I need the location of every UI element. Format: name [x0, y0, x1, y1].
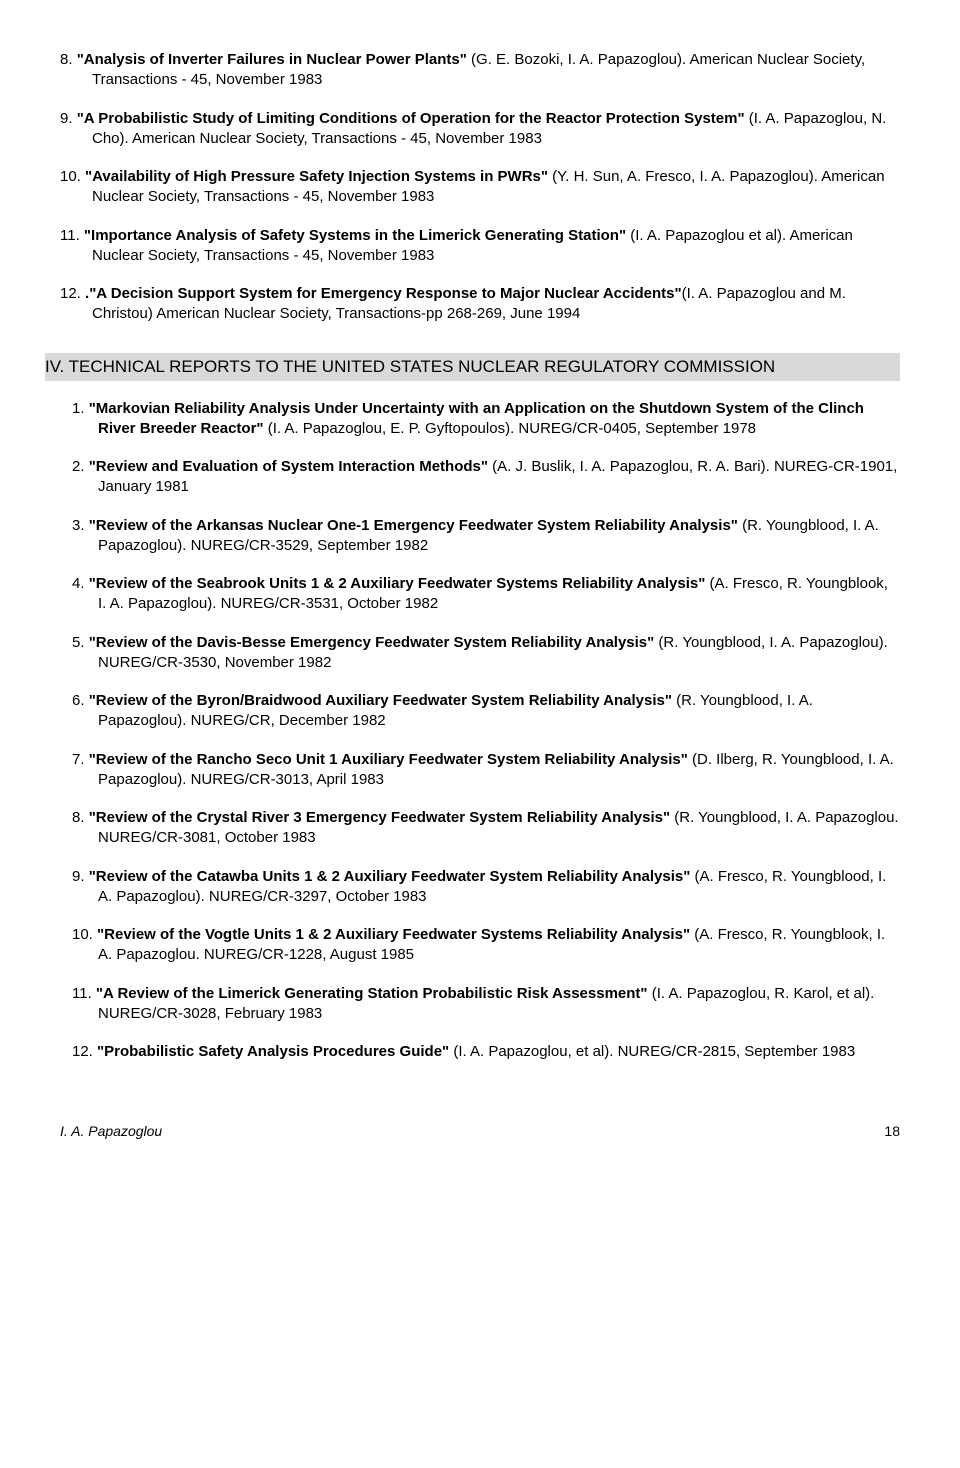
iv-4: 4. "Review of the Seabrook Units 1 & 2 A… [60, 574, 900, 615]
section-iv-entries: 1. "Markovian Reliability Analysis Under… [60, 399, 900, 1063]
footer-author: I. A. Papazoglou [60, 1122, 162, 1141]
ref-10: 10. "Availability of High Pressure Safet… [60, 167, 900, 208]
iv-11: 11. "A Review of the Limerick Generating… [60, 984, 900, 1025]
iv-8: 8. "Review of the Crystal River 3 Emerge… [60, 808, 900, 849]
iv-10: 10. "Review of the Vogtle Units 1 & 2 Au… [60, 925, 900, 966]
ref-8: 8. "Analysis of Inverter Failures in Nuc… [60, 50, 900, 91]
iv-2: 2. "Review and Evaluation of System Inte… [60, 457, 900, 498]
top-entries: 8. "Analysis of Inverter Failures in Nuc… [60, 50, 900, 325]
iv-3: 3. "Review of the Arkansas Nuclear One-1… [60, 516, 900, 557]
iv-9: 9. "Review of the Catawba Units 1 & 2 Au… [60, 867, 900, 908]
footer-page-number: 18 [884, 1122, 900, 1141]
iv-12: 12. "Probabilistic Safety Analysis Proce… [60, 1042, 900, 1062]
ref-9: 9. "A Probabilistic Study of Limiting Co… [60, 109, 900, 150]
iv-6: 6. "Review of the Byron/Braidwood Auxili… [60, 691, 900, 732]
iv-5: 5. "Review of the Davis-Besse Emergency … [60, 633, 900, 674]
ref-12: 12. ."A Decision Support System for Emer… [60, 284, 900, 325]
section-iv-header: IV. TECHNICAL REPORTS TO THE UNITED STAT… [45, 353, 900, 381]
iv-1: 1. "Markovian Reliability Analysis Under… [60, 399, 900, 440]
ref-11: 11. "Importance Analysis of Safety Syste… [60, 226, 900, 267]
page-footer: I. A. Papazoglou 18 [60, 1122, 900, 1141]
iv-7: 7. "Review of the Rancho Seco Unit 1 Aux… [60, 750, 900, 791]
